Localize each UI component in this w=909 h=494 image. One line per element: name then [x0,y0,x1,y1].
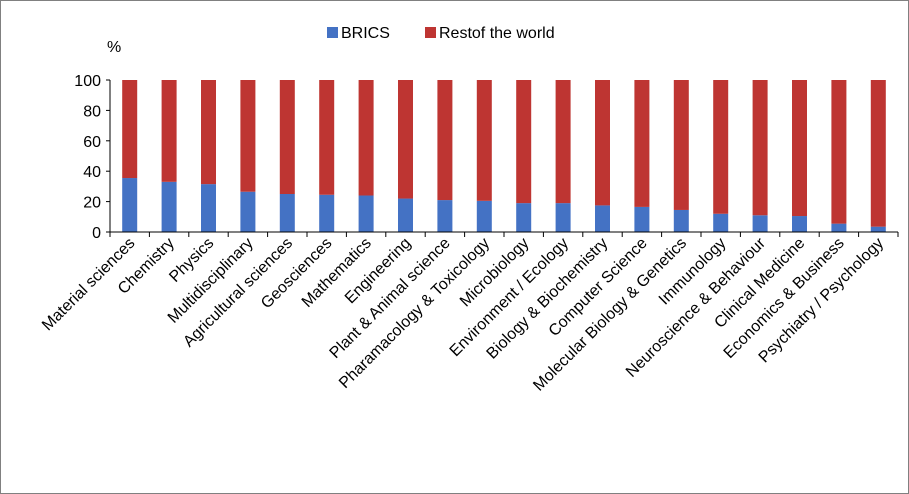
bar-restof-the-world-environment-ecology [555,80,571,204]
bar-brics-environment-ecology [555,203,571,232]
bar-restof-the-world-biology-biochemistry [595,80,610,206]
bar-brics-biology-biochemistry [595,205,610,232]
bar-restof-the-world-agricultural-sciences [279,80,295,194]
bar-restof-the-world-mathematics [358,80,374,196]
y-tick-label: 80 [83,103,101,120]
bar-restof-the-world-geosciences [319,80,335,195]
bar-brics-plant-animal-science [437,200,453,232]
bar-brics-microbiology [516,203,532,232]
bar-brics-chemistry [161,181,177,232]
legend: BRICS Restof the world [327,25,555,42]
bar-brics-geosciences [319,194,335,232]
bar-restof-the-world-neuroscience-behaviour [752,80,768,216]
legend-swatch-brics [327,27,338,38]
legend-label-restof-the-world: Restof the world [439,25,555,42]
bar-brics-multidisciplinary [240,191,256,232]
bar-restof-the-world-economics-business [831,80,847,224]
bar-brics-mathematics [358,195,374,232]
bar-brics-neuroscience-behaviour [752,215,768,232]
bar-brics-computer-science [634,206,650,232]
bar-brics-agricultural-sciences [279,194,295,232]
bar-restof-the-world-computer-science [634,80,650,207]
bar-restof-the-world-engineering [398,80,413,199]
bar-brics-pharamacology-toxicology [476,200,492,232]
legend-label-brics: BRICS [341,25,390,42]
bar-brics-material-sciences [122,178,138,232]
bar-brics-psychiatry-psychology [870,226,886,232]
bar-restof-the-world-physics [201,80,216,185]
bar-brics-immunology [713,213,729,232]
bar-restof-the-world-molecular-biology-genetics [673,80,689,210]
bar-brics-economics-business [831,223,847,232]
y-tick-label: 20 [83,195,101,212]
y-tick-label: 60 [83,134,101,151]
legend-swatch-restof-the-world [425,27,436,38]
y-tick-label: 100 [74,73,101,90]
bar-brics-molecular-biology-genetics [673,209,689,232]
bars [122,80,886,232]
bar-restof-the-world-chemistry [161,80,177,182]
bar-restof-the-world-microbiology [516,80,532,204]
bar-restof-the-world-pharamacology-toxicology [476,80,492,201]
bar-brics-clinical-medicine [792,216,807,232]
bar-restof-the-world-multidisciplinary [240,80,256,192]
bar-restof-the-world-plant-animal-science [437,80,453,201]
x-axis-labels: Material sciencesChemistryPhysicsMultidi… [39,234,887,394]
bar-brics-engineering [398,198,413,232]
bar-restof-the-world-material-sciences [122,80,138,179]
y-tick-label: 0 [92,225,101,242]
y-tick-label: 40 [83,164,101,181]
bar-restof-the-world-immunology [713,80,729,214]
y-axis-unit-label: % [107,39,121,56]
axes [109,80,899,237]
bar-brics-physics [201,184,216,232]
bar-restof-the-world-clinical-medicine [792,80,807,217]
bar-restof-the-world-psychiatry-psychology [870,80,886,227]
y-axis-ticks: 0 20 40 60 80 100 [74,73,110,242]
